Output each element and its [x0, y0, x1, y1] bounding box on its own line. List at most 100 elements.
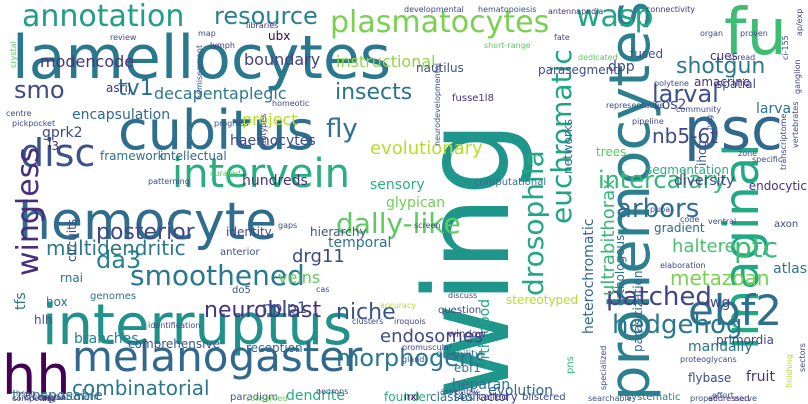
word-spread: spread — [728, 53, 756, 62]
word-transposable: transposable — [12, 388, 103, 404]
word-psc: psc — [684, 95, 783, 163]
word-hundreds: hundreds — [242, 173, 308, 189]
word-cas: cas — [316, 285, 330, 294]
word-haltere: haltere — [672, 236, 736, 257]
word-searchable: searchable — [588, 394, 632, 403]
word-instructional: instructional — [336, 52, 436, 71]
word-curated: curated — [210, 169, 241, 178]
word-larva: larva — [756, 101, 792, 117]
word-atlas: atlas — [773, 261, 807, 277]
word-reception: reception — [246, 341, 303, 355]
word-ebf2: ebf2 — [688, 286, 783, 335]
word-ventral: ventral — [708, 217, 737, 226]
word-rnai: rnai — [60, 271, 84, 285]
word-primordia: primordia — [716, 333, 774, 347]
word-heterochromatic: heterochromatic — [581, 218, 597, 334]
word-founder: founder — [384, 390, 431, 404]
word-patterning: patterning — [148, 177, 190, 186]
word-finishing: finishing — [785, 354, 794, 388]
word-fly: fly — [326, 114, 358, 144]
word-map: map — [198, 29, 216, 38]
word-l4olfactory: l4olfactory — [454, 390, 518, 404]
word-community: community — [676, 105, 722, 114]
word-libraries: libraries — [246, 21, 279, 30]
word-da3: da3 — [96, 246, 142, 274]
word-competing: competing — [12, 394, 55, 403]
word-gaps: gaps — [278, 221, 298, 230]
word-niche: niche — [336, 300, 396, 325]
word-endosomes: endosomes — [380, 326, 484, 347]
word-organ: organ — [700, 29, 724, 38]
word-larval: larval — [652, 80, 719, 108]
word-hox: hox — [46, 295, 68, 309]
word-iroquois: iroquois — [394, 317, 426, 326]
word-set: set — [42, 394, 55, 403]
word-dpp: dpp — [608, 59, 635, 75]
word-drosophila: drosophila — [517, 150, 550, 296]
word-arbors: arbors — [616, 194, 700, 224]
word-ap-exp: ap/exp — [795, 8, 804, 36]
word-assembly: assembly — [440, 387, 478, 396]
word-hemocyte: hemocyte — [18, 192, 278, 252]
word-question: question — [438, 305, 482, 316]
word-resource: resource — [214, 2, 318, 30]
word-heparan: heparan — [452, 377, 511, 393]
word-cues: cues — [710, 49, 738, 63]
word-identity: identity — [226, 225, 272, 239]
word-effort: effort — [712, 391, 734, 400]
word-networks: networks — [561, 119, 575, 174]
word-centre: centre — [6, 109, 32, 118]
word-spatial: spatial — [716, 77, 756, 91]
word-cubitus: cubitus — [118, 99, 315, 162]
word-parasegment: parasegment — [538, 63, 618, 77]
word-code: code — [680, 215, 700, 224]
word-melanogaster: melanogaster — [72, 332, 363, 381]
word-pickpocket: pickpocket — [12, 119, 56, 128]
word-diversity: diversity — [674, 173, 735, 189]
word-dedicated: dedicated — [578, 53, 618, 62]
word-cos2: cos2 — [654, 97, 687, 113]
word-hh: hh — [2, 344, 71, 404]
word-fate: fate — [554, 33, 570, 42]
word-tfs: tfs — [13, 292, 29, 310]
word-hlh: hlh — [34, 313, 53, 327]
word-stereotyped: stereotyped — [506, 293, 579, 307]
word-compartment: compartment — [32, 392, 101, 403]
word-elaboration: elaboration — [660, 261, 706, 270]
word-insects: insects — [335, 80, 413, 105]
word-segmentation: segmentation — [646, 163, 729, 177]
word-ubx: ubx — [268, 29, 291, 43]
word-branches: branches — [74, 331, 139, 347]
word-systematic: systematic — [626, 392, 681, 403]
word-tv1: tv1 — [118, 76, 154, 101]
word-specific: specific — [752, 155, 783, 164]
word-multidendritic: multidendritic — [46, 236, 186, 260]
word-axon: axon — [774, 219, 799, 230]
word-glypican: glypican — [386, 195, 445, 211]
word-discuss: discuss — [448, 291, 478, 300]
word-fusse1l8: fusse1l8 — [452, 93, 494, 104]
word-evolution: evolution — [488, 383, 554, 399]
word-polytene: polytene — [654, 79, 689, 88]
word-progress: progress — [214, 119, 249, 128]
word-hemisegment: hemisegment — [195, 44, 204, 100]
word-subtypes: subtypes — [259, 113, 268, 150]
word-pupal: pupal — [650, 205, 673, 214]
word-ci-155: ci-155 — [781, 35, 790, 60]
word-morphogens: morphogens — [336, 344, 487, 372]
word-specialized: specialized — [599, 345, 608, 390]
word-project: project — [242, 110, 298, 129]
word-blistered: blistered — [522, 392, 566, 403]
word-disc: disc — [20, 131, 96, 175]
word-nb5-6t: nb5-6t — [652, 124, 718, 148]
word-asrij: asrij — [106, 81, 132, 95]
word-irxl: irxl — [404, 392, 420, 403]
word-posterior: posterior — [96, 220, 195, 245]
word-intervein: intervein — [172, 151, 350, 197]
word-plasmatocytes: plasmatocytes — [330, 5, 550, 40]
word-haemocytes: haemocytes — [230, 133, 316, 149]
word-called: called — [478, 392, 508, 403]
word-classes: classes — [430, 390, 474, 404]
word-proteoglycans: proteoglycans — [680, 355, 737, 364]
